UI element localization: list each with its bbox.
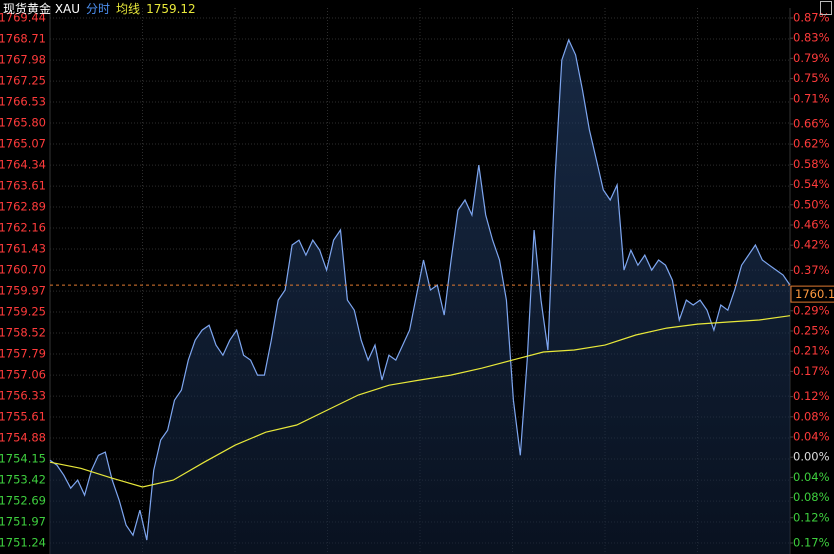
- y-tick-label: 1758.52: [0, 326, 46, 340]
- y-tick-label: 1766.53: [0, 94, 46, 108]
- y-tick-label: 1755.61: [0, 409, 46, 423]
- avg-value: 1759.12: [146, 2, 196, 16]
- y2-tick-label: 0.04%: [793, 470, 830, 484]
- y2-tick-label: 0.17%: [793, 536, 830, 550]
- y-tick-label: 1767.25: [0, 74, 46, 88]
- y-tick-label: 1754.88: [0, 431, 46, 445]
- y2-tick-label: 0.00%: [793, 450, 830, 464]
- y2-tick-label: 0.08%: [793, 490, 830, 504]
- y-tick-label: 1756.33: [0, 389, 46, 403]
- y-tick-label: 1764.34: [0, 158, 46, 172]
- y-tick-label: 1768.71: [0, 32, 46, 46]
- y2-tick-label: 0.71%: [793, 91, 830, 105]
- settings-icon[interactable]: [820, 1, 832, 15]
- mode-label[interactable]: 分时: [86, 2, 111, 16]
- y2-tick-label: 0.50%: [793, 197, 830, 211]
- y2-tick-label: 0.21%: [793, 344, 830, 358]
- y2-tick-label: 0.29%: [793, 303, 830, 317]
- current-price-box: [790, 285, 834, 303]
- y-tick-label: 1752.69: [0, 494, 46, 508]
- y-tick-label: 1754.15: [0, 452, 46, 466]
- y-tick-label: 1751.97: [0, 514, 46, 528]
- y2-tick-label: 0.12%: [793, 510, 830, 524]
- header: 现货黄金 XAU 分时 均线 1759.12: [3, 0, 202, 18]
- y-tick-label: 1765.07: [0, 137, 46, 151]
- y-tick-label: 1757.06: [0, 368, 46, 382]
- y-tick-label: 1759.97: [0, 284, 46, 298]
- y2-tick-label: 0.12%: [793, 389, 830, 403]
- current-price-label: 1760.18: [795, 287, 834, 301]
- y-tick-label: 1762.16: [0, 221, 46, 235]
- y2-tick-label: 0.58%: [793, 157, 830, 171]
- title: 现货黄金 XAU: [3, 2, 81, 16]
- avg-line: [49, 315, 791, 488]
- y2-tick-label: 0.37%: [793, 263, 830, 277]
- y-tick-label: 1761.43: [0, 242, 46, 256]
- y2-tick-label: 0.66%: [793, 117, 830, 131]
- y2-tick-label: 0.83%: [793, 31, 830, 45]
- y2-tick-label: 0.04%: [793, 429, 830, 443]
- y2-tick-label: 0.08%: [793, 409, 830, 423]
- y-tick-label: 1765.80: [0, 116, 46, 130]
- y-tick-label: 1753.42: [0, 473, 46, 487]
- y2-tick-label: 0.62%: [793, 137, 830, 151]
- y-tick-label: 1762.89: [0, 199, 46, 213]
- y-tick-label: 1751.24: [0, 536, 46, 550]
- y-tick-label: 1769.44: [0, 11, 46, 25]
- y2-tick-label: 0.75%: [793, 71, 830, 85]
- price-area: [50, 39, 790, 554]
- y2-tick-label: 0.54%: [793, 177, 830, 191]
- y-tick-label: 1757.79: [0, 347, 46, 361]
- y2-tick-label: 0.25%: [793, 323, 830, 337]
- y2-tick-label: 0.42%: [793, 238, 830, 252]
- y2-tick-label: 0.79%: [793, 51, 830, 65]
- price-line: [49, 38, 791, 541]
- y-tick-label: 1763.61: [0, 179, 46, 193]
- y2-tick-label: 0.17%: [793, 364, 830, 378]
- y-tick-label: 1759.25: [0, 304, 46, 318]
- y-tick-label: 1767.98: [0, 53, 46, 67]
- y-tick-label: 1760.70: [0, 263, 46, 277]
- y2-tick-label: 0.46%: [793, 217, 830, 231]
- avg-label: 均线: [116, 2, 141, 16]
